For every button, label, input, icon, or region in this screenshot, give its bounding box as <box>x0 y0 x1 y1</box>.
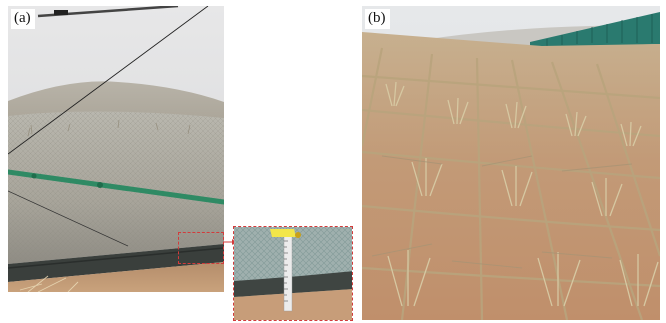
panel-b-photo: (b) <box>362 6 660 320</box>
straw-checkerboard-photo <box>362 6 660 320</box>
green-fence <box>530 12 660 48</box>
green-pipe <box>8 169 224 205</box>
panel-a-photo: (a) <box>8 6 224 292</box>
dune-photo <box>8 6 224 292</box>
ruler-measurement-photo <box>234 227 352 320</box>
region-of-interest-box <box>178 232 224 264</box>
inset-zoom-photo <box>233 226 353 321</box>
panel-label-b: (b) <box>365 9 390 29</box>
panel-label-a: (a) <box>11 9 35 29</box>
